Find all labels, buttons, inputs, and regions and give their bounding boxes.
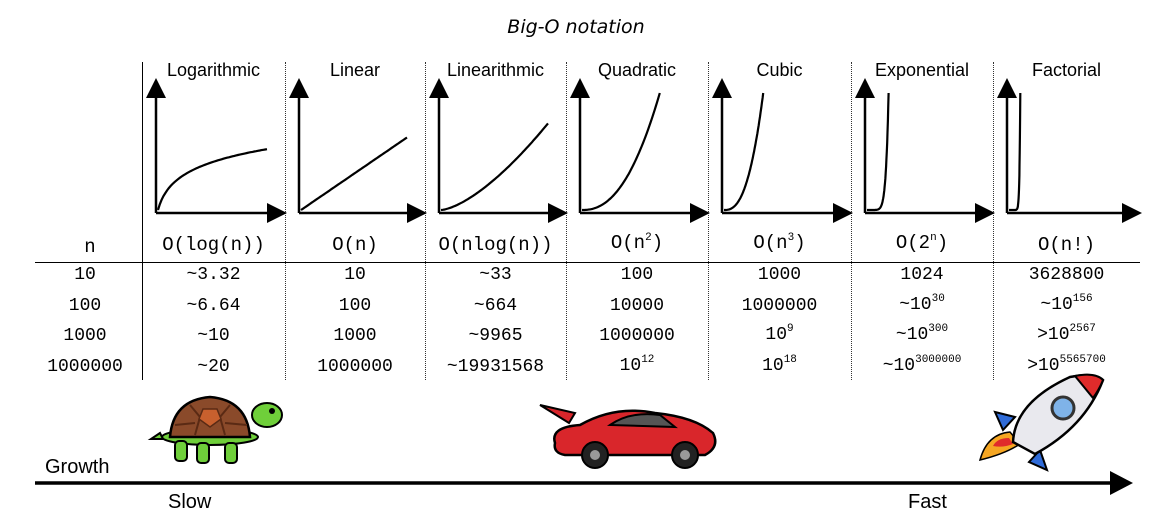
table-cell: 100 xyxy=(338,296,372,316)
growth-curve-factorial xyxy=(1009,92,1022,212)
table-cell: ~10156 xyxy=(1040,293,1093,315)
row-header-divider xyxy=(142,62,143,380)
table-cell: 1000000 xyxy=(599,326,675,346)
fast-label: Fast xyxy=(908,491,947,513)
table-cell: ~33 xyxy=(479,265,512,285)
table-cell: 3628800 xyxy=(1028,265,1105,285)
table-cell: 1000000 xyxy=(317,357,393,377)
growth-curve-linear xyxy=(300,136,408,211)
complexity-formula: O(2n) xyxy=(895,232,949,254)
complexity-formula: O(n) xyxy=(332,234,378,256)
table-cell: 100 xyxy=(620,265,654,285)
complexity-formula: O(n3) xyxy=(753,232,806,254)
diagram-title: Big-O notation xyxy=(507,16,645,38)
table-header-divider xyxy=(35,262,1140,263)
row-label-n: 100 xyxy=(68,296,102,316)
row-label-n: 1000 xyxy=(63,326,107,346)
complexity-formula: O(n!) xyxy=(1037,234,1095,256)
row-label-n: 1000000 xyxy=(47,357,123,377)
column-label-quadratic: Quadratic xyxy=(597,60,677,80)
table-cell: 109 xyxy=(765,323,794,345)
table-cell: >105565700 xyxy=(1027,354,1106,376)
table-cell: 1000 xyxy=(757,265,802,285)
table-cell: ~1030 xyxy=(899,293,945,315)
column-label-exponential: Exponential xyxy=(874,60,970,80)
table-cell: 10000 xyxy=(609,296,664,316)
column-label-linear: Linear xyxy=(329,60,381,80)
turtle-illustration xyxy=(147,395,283,464)
table-cell: 1000 xyxy=(333,326,377,346)
rocket-illustration xyxy=(978,373,1105,472)
column-label-logarithmic: Logarithmic xyxy=(166,60,261,80)
growth-curve-linearithmic xyxy=(440,122,549,212)
table-cell: 1018 xyxy=(762,354,797,376)
table-cell: >102567 xyxy=(1037,323,1096,345)
sports-car-illustration xyxy=(539,404,717,469)
table-cell: ~6.64 xyxy=(186,296,241,316)
table-cell: ~3.32 xyxy=(186,265,241,285)
complexity-formula: O(n2) xyxy=(610,232,664,254)
row-label-n: 10 xyxy=(74,265,96,285)
table-cell: ~9965 xyxy=(468,326,523,346)
growth-label: Growth xyxy=(45,456,110,478)
growth-curve-exponential xyxy=(867,92,890,212)
growth-curve-quadratic xyxy=(582,92,661,212)
column-label-factorial: Factorial xyxy=(1031,60,1102,80)
growth-curve-logarithmic xyxy=(156,148,268,211)
table-cell: 10 xyxy=(344,265,366,285)
table-cell: 1024 xyxy=(900,265,944,285)
complexity-formula: O(nlog(n)) xyxy=(438,234,553,256)
table-cell: ~10300 xyxy=(895,323,949,345)
column-label-cubic: Cubic xyxy=(756,60,803,80)
growth-curve-cubic xyxy=(724,92,765,212)
table-cell: ~19931568 xyxy=(446,357,545,377)
table-cell: ~20 xyxy=(197,357,230,377)
table-cell: 1012 xyxy=(619,354,655,376)
n-column-label: n xyxy=(84,236,96,258)
complexity-formula: O(log(n)) xyxy=(162,234,265,256)
table-cell: ~10 xyxy=(197,326,230,346)
table-cell: 1000000 xyxy=(741,296,818,316)
table-cell: ~664 xyxy=(473,296,518,316)
slow-label: Slow xyxy=(168,491,212,513)
column-label-linearithmic: Linearithmic xyxy=(446,60,545,80)
table-cell: ~103000000 xyxy=(882,354,962,376)
